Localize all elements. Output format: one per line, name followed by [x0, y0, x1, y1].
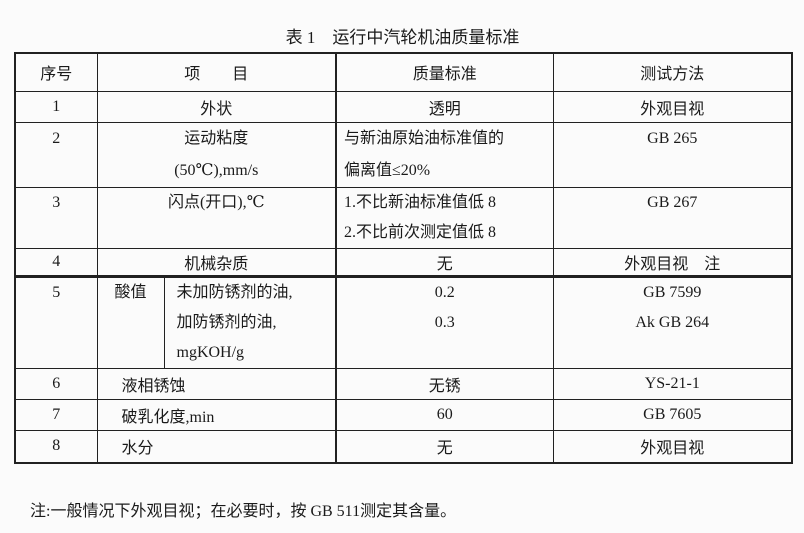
- table-row: 1 外状 透明 外观目视: [14, 90, 793, 123]
- row4-item: 机械杂质: [96, 247, 337, 278]
- row3-item: 闪点(开口),℃: [96, 186, 337, 249]
- row7-method: GB 7605: [552, 398, 793, 431]
- row2-item-line1: 运动粘度: [184, 129, 249, 147]
- header-cell-item: 项 目: [96, 52, 337, 92]
- row2-item-line2: (50℃),mm/s: [174, 161, 259, 179]
- table-row: 8 水分 无 外观目视: [14, 429, 793, 464]
- row5-method: GB 7599 Ak GB 264: [552, 275, 793, 369]
- row7-standard: 60: [335, 398, 554, 431]
- oil-quality-standards-table: 序号 项 目 质量标准 测试方法 1 外状 透明 外观目视 2 运动粘度 (50℃…: [14, 52, 794, 464]
- row2-no: 2: [14, 121, 98, 188]
- header-row: 序号 项 目 质量标准 测试方法: [14, 52, 793, 92]
- row2-standard-line2: 偏离值≤20%: [344, 161, 431, 179]
- row6-standard: 无锈: [335, 367, 554, 400]
- row8-no: 8: [14, 429, 98, 464]
- row1-item: 外状: [96, 90, 337, 123]
- row2-standard-line1: 与新油原始油标准值的: [344, 129, 505, 147]
- row5-no: 5: [14, 275, 98, 369]
- table-row: 5 酸值 未加防锈剂的油, 加防锈剂的油, mgKOH/g 0.2 0.3 GB 75…: [14, 275, 793, 369]
- table-row: 7 破乳化度,min 60 GB 7605: [14, 398, 793, 431]
- row6-method: YS-21-1: [552, 367, 793, 400]
- table-row: 2 运动粘度 (50℃),mm/s 与新油原始油标准值的 偏离值≤20% GB 26…: [14, 121, 793, 188]
- row7-no: 7: [14, 398, 98, 431]
- row5-standard-line1: 0.2: [434, 283, 455, 301]
- row6-item: 液相锈蚀: [96, 367, 337, 400]
- row5-standard: 0.2 0.3: [335, 275, 554, 369]
- table-row: 4 机械杂质 无 外观目视 注: [14, 247, 793, 278]
- row7-item: 破乳化度,min: [96, 398, 337, 431]
- row8-item: 水分: [96, 429, 337, 464]
- row2-item: 运动粘度 (50℃),mm/s: [96, 121, 337, 188]
- row4-no: 4: [14, 247, 98, 278]
- row5-method-line1: GB 7599: [643, 283, 702, 301]
- footnote: 注:一般情况下外观目视；在必要时，按 GB 511测定其含量。: [30, 503, 457, 520]
- row5-item-label: 酸值: [96, 275, 165, 369]
- row1-no: 1: [14, 90, 98, 123]
- row6-no: 6: [14, 367, 98, 400]
- row8-standard: 无: [335, 429, 554, 464]
- row5-standard-line2: 0.3: [434, 313, 455, 331]
- row1-method: 外观目视: [552, 90, 793, 123]
- row5-item-line2: 加防锈剂的油,: [176, 313, 277, 331]
- row5-method-line2: Ak GB 264: [635, 313, 710, 331]
- table-row: 3 闪点(开口),℃ 1.不比新油标准值低 8 2.不比前次测定值低 8 GB 2…: [14, 186, 793, 249]
- row4-standard: 无: [335, 247, 554, 278]
- row3-standard: 1.不比新油标准值低 8 2.不比前次测定值低 8: [335, 186, 554, 249]
- table-row: 6 液相锈蚀 无锈 YS-21-1: [14, 367, 793, 400]
- row3-no: 3: [14, 186, 98, 249]
- row2-standard: 与新油原始油标准值的 偏离值≤20%: [335, 121, 554, 188]
- row8-method: 外观目视: [552, 429, 793, 464]
- table-caption: 表 1 运行中汽轮机油质量标准: [285, 28, 520, 47]
- row3-method: GB 267: [552, 186, 793, 249]
- row5-item-line3: mgKOH/g: [176, 343, 245, 361]
- row3-standard-line1: 1.不比新油标准值低 8: [344, 193, 497, 211]
- row1-standard: 透明: [335, 90, 554, 123]
- header-cell-no: 序号: [14, 52, 98, 92]
- row4-method: 外观目视 注: [552, 247, 793, 278]
- row3-standard-line2: 2.不比前次测定值低 8: [344, 223, 497, 241]
- row2-method: GB 265: [552, 121, 793, 188]
- header-cell-method: 测试方法: [552, 52, 793, 92]
- row5-item-line1: 未加防锈剂的油,: [176, 283, 293, 301]
- row5-item-detail: 未加防锈剂的油, 加防锈剂的油, mgKOH/g: [163, 275, 337, 369]
- header-cell-standard: 质量标准: [335, 52, 554, 92]
